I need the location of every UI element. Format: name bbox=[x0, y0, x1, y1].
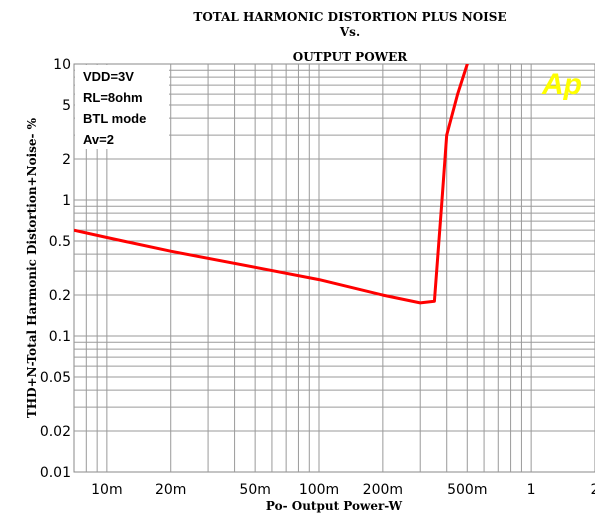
chart-title-line-3: OUTPUT POWER bbox=[293, 50, 409, 64]
y-tick-label: 0.2 bbox=[49, 288, 71, 304]
y-tick-label: 5 bbox=[62, 98, 71, 114]
x-axis-label: Po- Output Power-W bbox=[266, 499, 403, 513]
annotation-vdd: VDD=3V bbox=[83, 69, 134, 84]
y-axis-label: THD+N-Total Harmonic Distortion+Noise- % bbox=[25, 117, 39, 418]
annotation-mode: BTL mode bbox=[83, 111, 146, 126]
x-tick-label: 100m bbox=[299, 482, 339, 498]
x-tick-label: 1 bbox=[527, 482, 536, 498]
x-tick-label: 500m bbox=[447, 482, 487, 498]
annotation-rl: RL=8ohm bbox=[83, 90, 143, 105]
y-tick-labels: 0.01 0.02 0.05 0.1 0.2 0.5 1 2 5 10 bbox=[40, 57, 71, 481]
chart-title-line-1: TOTAL HARMONIC DISTORTION PLUS NOISE bbox=[193, 10, 506, 24]
y-tick-label: 0.1 bbox=[49, 329, 71, 345]
y-tick-label: 0.01 bbox=[40, 465, 71, 481]
x-tick-label: 20m bbox=[155, 482, 186, 498]
y-tick-label: 0.05 bbox=[40, 370, 71, 386]
x-tick-label: 10m bbox=[91, 482, 122, 498]
x-tick-label: 2 bbox=[591, 482, 595, 498]
y-tick-label: 1 bbox=[62, 193, 71, 209]
ap-logo: Ap bbox=[541, 68, 582, 101]
x-tick-label: 200m bbox=[363, 482, 403, 498]
chart-title-line-2: Vs. bbox=[339, 25, 360, 39]
annotation-gain: Av=2 bbox=[83, 132, 114, 147]
series-group bbox=[74, 64, 470, 305]
x-tick-labels: 10m 20m 50m 100m 200m 500m 1 2 bbox=[91, 482, 595, 498]
y-tick-label: 0.02 bbox=[40, 424, 71, 440]
series-line bbox=[74, 64, 470, 305]
y-tick-label: 10 bbox=[53, 57, 71, 73]
annotation-box bbox=[75, 65, 169, 149]
y-tick-label: 2 bbox=[62, 152, 71, 168]
x-tick-label: 50m bbox=[239, 482, 270, 498]
y-tick-label: 0.5 bbox=[49, 234, 71, 250]
